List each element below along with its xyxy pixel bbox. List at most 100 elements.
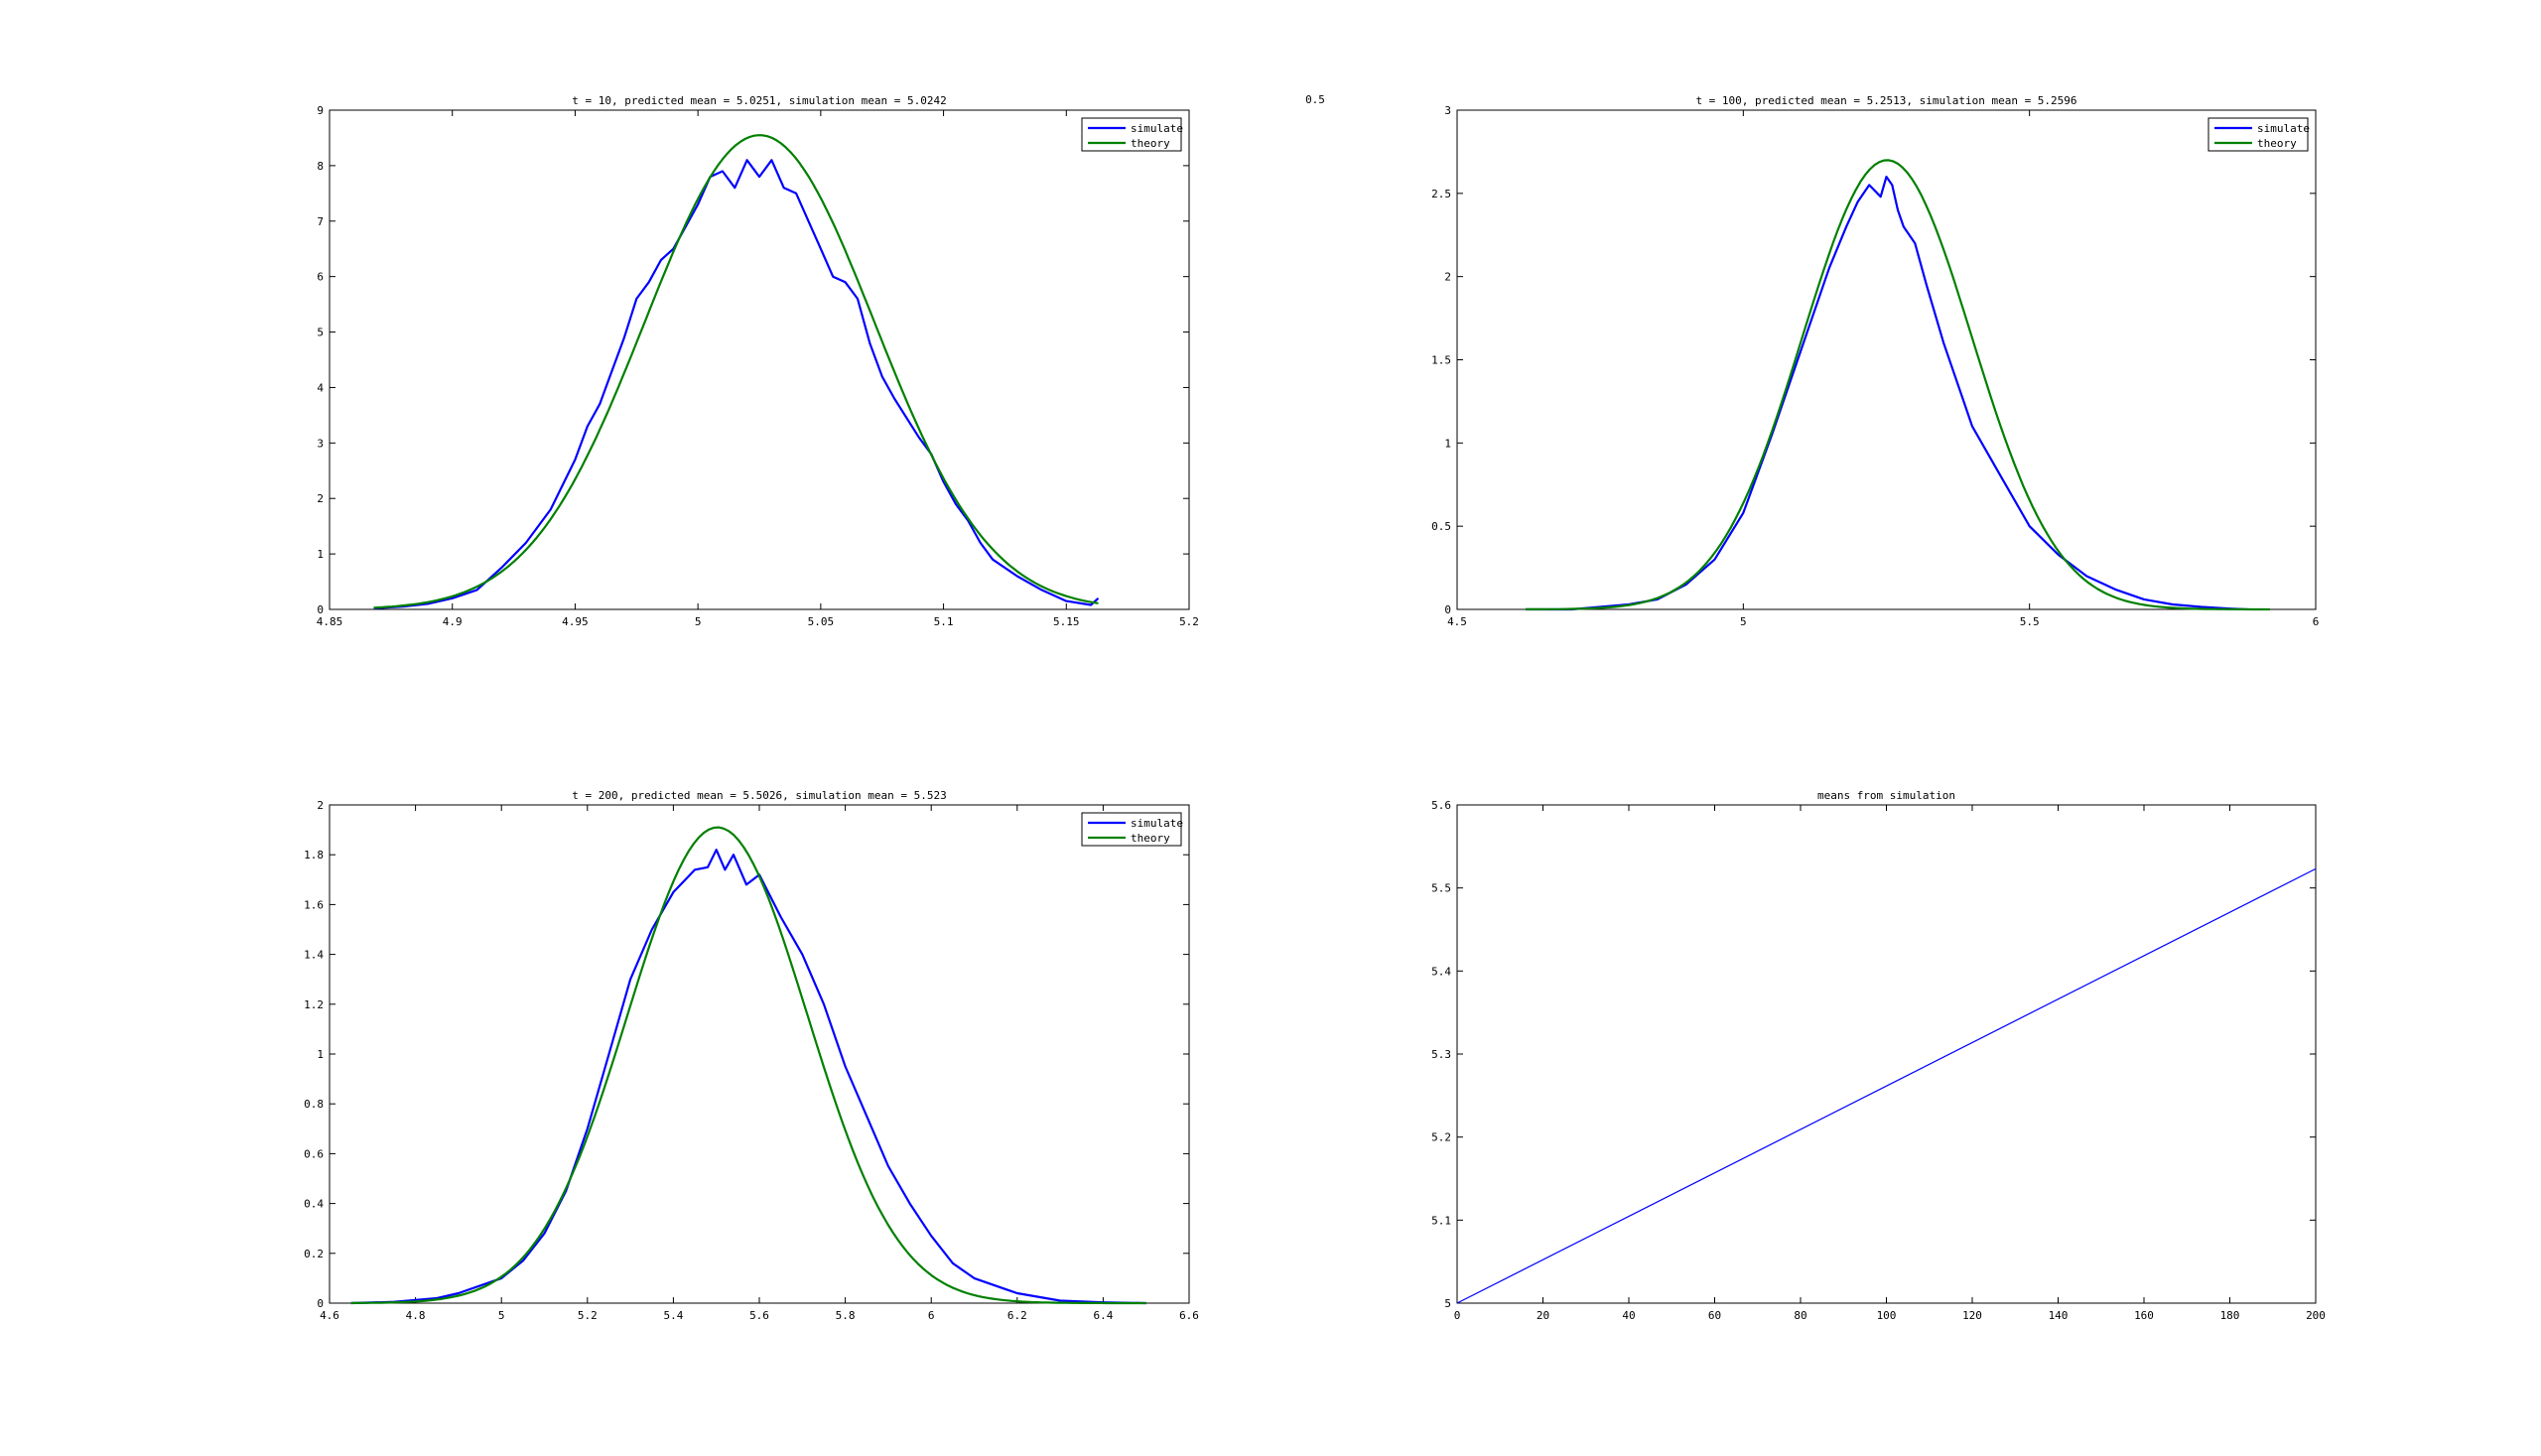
- y-tick-label: 1.5: [1431, 354, 1451, 367]
- series-line-theory: [350, 826, 1146, 1305]
- y-tick-label: 0: [317, 1297, 324, 1310]
- x-tick-label: 200: [2306, 1309, 2326, 1322]
- stray-label: 0.5: [1305, 93, 1325, 106]
- y-tick-label: 5.4: [1431, 965, 1451, 978]
- x-tick-label: 4.95: [562, 615, 589, 628]
- y-tick-label: 1.2: [304, 998, 324, 1011]
- y-tick-label: 9: [317, 104, 324, 117]
- x-tick-label: 5: [498, 1309, 505, 1322]
- series-line-simulate: [1526, 176, 2247, 611]
- y-tick-label: 5.2: [1431, 1131, 1451, 1144]
- series-line-theory: [1526, 159, 2270, 611]
- legend-label-simulate: simulate: [1131, 817, 1183, 830]
- x-tick-label: 5.2: [1179, 615, 1199, 628]
- y-tick-label: 1.4: [304, 949, 324, 962]
- y-tick-label: 3: [1444, 104, 1451, 117]
- chart-title: t = 200, predicted mean = 5.5026, simula…: [572, 789, 947, 802]
- y-tick-label: 0.4: [304, 1198, 324, 1211]
- y-tick-label: 1.6: [304, 898, 324, 911]
- x-tick-label: 80: [1794, 1309, 1806, 1322]
- plot-panel-2: t = 100, predicted mean = 5.2513, simula…: [1431, 94, 2319, 628]
- y-tick-label: 5.5: [1431, 882, 1451, 895]
- series-line-simulate: [373, 159, 1100, 609]
- axes-box: [329, 804, 1190, 1304]
- series-line-simulate: [350, 849, 1146, 1305]
- y-tick-label: 7: [317, 215, 324, 228]
- y-tick-label: 5.3: [1431, 1048, 1451, 1061]
- x-tick-label: 6.4: [1093, 1309, 1113, 1322]
- legend: simulate theory: [2207, 117, 2310, 152]
- x-tick-label: 6.6: [1179, 1309, 1199, 1322]
- y-tick-label: 0.8: [304, 1098, 324, 1111]
- x-tick-label: 180: [2220, 1309, 2240, 1322]
- y-tick-label: 3: [317, 437, 324, 450]
- y-tick-label: 5: [1444, 1297, 1451, 1310]
- y-tick-label: 0.2: [304, 1248, 324, 1260]
- legend-label-simulate: simulate: [1131, 122, 1183, 135]
- y-tick-label: 5.6: [1431, 799, 1451, 812]
- y-tick-label: 5.1: [1431, 1214, 1451, 1227]
- legend-label-theory: theory: [1131, 137, 1170, 150]
- x-tick-label: 6.2: [1007, 1309, 1027, 1322]
- axes-box: [329, 109, 1190, 610]
- series-line-means: [1456, 867, 2317, 1304]
- legend-label-simulate: simulate: [2257, 122, 2310, 135]
- series-line-theory: [373, 134, 1099, 609]
- x-tick-label: 5.1: [934, 615, 954, 628]
- x-tick-label: 5.4: [663, 1309, 683, 1322]
- chart-title: means from simulation: [1817, 789, 1955, 802]
- x-tick-label: 4.9: [443, 615, 463, 628]
- legend-label-theory: theory: [2257, 137, 2297, 150]
- x-tick-label: 40: [1622, 1309, 1635, 1322]
- plot-panel-3: t = 200, predicted mean = 5.5026, simula…: [304, 789, 1199, 1322]
- x-tick-label: 4.8: [406, 1309, 426, 1322]
- x-tick-label: 4.5: [1447, 615, 1467, 628]
- x-tick-label: 60: [1708, 1309, 1721, 1322]
- x-tick-label: 5.5: [2020, 615, 2040, 628]
- legend: simulate theory: [1081, 812, 1183, 847]
- x-tick-label: 100: [1877, 1309, 1897, 1322]
- legend: simulate theory: [1081, 117, 1183, 152]
- legend-box: [1081, 117, 1182, 152]
- x-tick-label: 20: [1537, 1309, 1549, 1322]
- y-tick-label: 2.5: [1431, 188, 1451, 200]
- x-tick-label: 5.15: [1053, 615, 1080, 628]
- y-tick-label: 4: [317, 381, 324, 394]
- x-tick-label: 140: [2049, 1309, 2069, 1322]
- x-tick-label: 4.6: [320, 1309, 339, 1322]
- chart-title: t = 10, predicted mean = 5.0251, simulat…: [572, 94, 947, 107]
- y-tick-label: 6: [317, 271, 324, 284]
- y-tick-label: 1: [317, 548, 324, 561]
- x-tick-label: 5: [1740, 615, 1747, 628]
- axes-box: [1456, 804, 2317, 1304]
- y-tick-label: 8: [317, 160, 324, 173]
- legend-label-theory: theory: [1131, 832, 1170, 845]
- x-tick-label: 4.85: [317, 615, 343, 628]
- y-tick-label: 0: [317, 603, 324, 616]
- plot-panel-1: t = 10, predicted mean = 5.0251, simulat…: [317, 94, 1199, 628]
- y-tick-label: 0.6: [304, 1147, 324, 1160]
- plot-panel-4: means from simulation 0 20 40 60 80 100 120 140 1…: [1431, 789, 2326, 1322]
- y-tick-label: 2: [317, 799, 324, 812]
- legend-box: [2207, 117, 2309, 152]
- x-tick-label: 5: [695, 615, 702, 628]
- x-tick-label: 6: [2313, 615, 2320, 628]
- x-tick-label: 5.8: [836, 1309, 856, 1322]
- y-tick-label: 2: [317, 492, 324, 505]
- x-tick-label: 6: [928, 1309, 935, 1322]
- y-tick-label: 5: [317, 327, 324, 339]
- x-tick-label: 5.05: [808, 615, 835, 628]
- y-tick-label: 0: [1444, 603, 1451, 616]
- chart-title: t = 100, predicted mean = 5.2513, simula…: [1695, 94, 2076, 107]
- axes-box: [1456, 109, 2317, 610]
- x-tick-label: 5.2: [578, 1309, 598, 1322]
- legend-box: [1081, 812, 1182, 847]
- y-tick-label: 1: [317, 1048, 324, 1061]
- x-tick-label: 160: [2134, 1309, 2154, 1322]
- x-tick-label: 120: [1962, 1309, 1982, 1322]
- y-tick-label: 1.8: [304, 849, 324, 861]
- y-tick-label: 0.5: [1431, 520, 1451, 533]
- y-tick-label: 2: [1444, 271, 1451, 284]
- y-tick-label: 1: [1444, 437, 1451, 450]
